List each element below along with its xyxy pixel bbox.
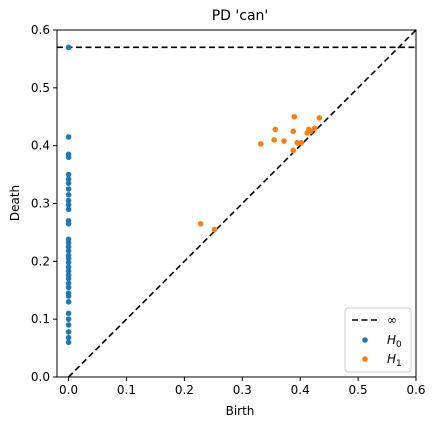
legend-h0-marker [362, 337, 368, 343]
x-tick-label: 0.1 [117, 383, 136, 397]
legend-h0-subscript: 0 [396, 340, 402, 350]
y-tick-label: 0.2 [31, 254, 50, 268]
point-h0 [65, 201, 72, 208]
point-h0 [65, 310, 72, 317]
x-tick-label: 0.2 [175, 383, 194, 397]
legend-h1-subscript: 1 [396, 359, 402, 369]
chart-title: PD 'can' [212, 8, 269, 24]
point-h0 [65, 316, 72, 322]
point-h1 [290, 147, 297, 154]
point-h1 [316, 115, 323, 121]
point-h1 [298, 139, 305, 146]
point-h0 [65, 244, 72, 250]
point-h0 [65, 240, 72, 246]
point-h0 [65, 154, 72, 161]
point-h0 [65, 280, 72, 287]
diagonal-line [68, 30, 416, 377]
point-h1 [311, 125, 318, 132]
y-tick-label: 0.3 [31, 197, 50, 211]
point-h0 [65, 171, 72, 178]
point-h0 [65, 176, 72, 183]
point-h1 [294, 139, 301, 146]
point-h0 [65, 255, 72, 262]
y-tick-label: 0.1 [31, 312, 50, 326]
point-h0 [65, 322, 72, 328]
y-tick-label: 0.0 [31, 370, 50, 384]
point-h1 [290, 128, 297, 135]
plot-area: 0.0 0.1 0.2 0.3 0.4 0.5 0.6 0.0 0.1 0.2 0.3 0.4 0.5 0… [31, 23, 426, 397]
legend-box [344, 307, 412, 373]
point-h0 [65, 284, 72, 291]
point-h0 [65, 268, 72, 274]
x-tick-label: 0.5 [349, 383, 368, 397]
point-h0 [65, 329, 72, 335]
point-h0 [65, 299, 72, 305]
point-h1 [211, 226, 218, 233]
x-tick-label: 0.4 [291, 383, 310, 397]
point-h1 [272, 126, 279, 133]
point-h0 [65, 192, 72, 198]
point-h0 [65, 264, 72, 270]
point-h1 [307, 128, 314, 135]
x-axis-label: Birth [226, 404, 255, 418]
y-axis-label: Death [8, 185, 22, 221]
point-h0 [65, 293, 72, 299]
point-h0 [65, 186, 72, 192]
point-h0 [65, 248, 72, 254]
point-h1 [271, 137, 277, 143]
point-h0 [65, 220, 72, 227]
point-h0 [65, 275, 72, 282]
point-h0 [65, 134, 72, 140]
y-tick-label: 0.5 [31, 81, 50, 95]
point-h1 [197, 220, 204, 227]
point-h0 [65, 44, 72, 51]
point-h1 [258, 141, 264, 147]
x-tick-label: 0.6 [406, 383, 425, 397]
x-tick-label: 0.3 [233, 383, 252, 397]
y-tick-label: 0.4 [31, 139, 50, 153]
legend-h1-marker [362, 356, 368, 362]
point-h0 [65, 259, 72, 266]
y-tick-label: 0.6 [31, 23, 50, 37]
point-h0 [65, 339, 72, 346]
point-h1 [281, 138, 287, 144]
point-h0 [65, 334, 72, 341]
point-h0 [65, 180, 72, 187]
x-tick-label: 0.0 [59, 383, 78, 397]
point-h0 [65, 197, 72, 204]
point-h1 [291, 113, 298, 120]
point-h0 [65, 206, 72, 213]
legend-infinity-label: ∞ [387, 313, 397, 327]
